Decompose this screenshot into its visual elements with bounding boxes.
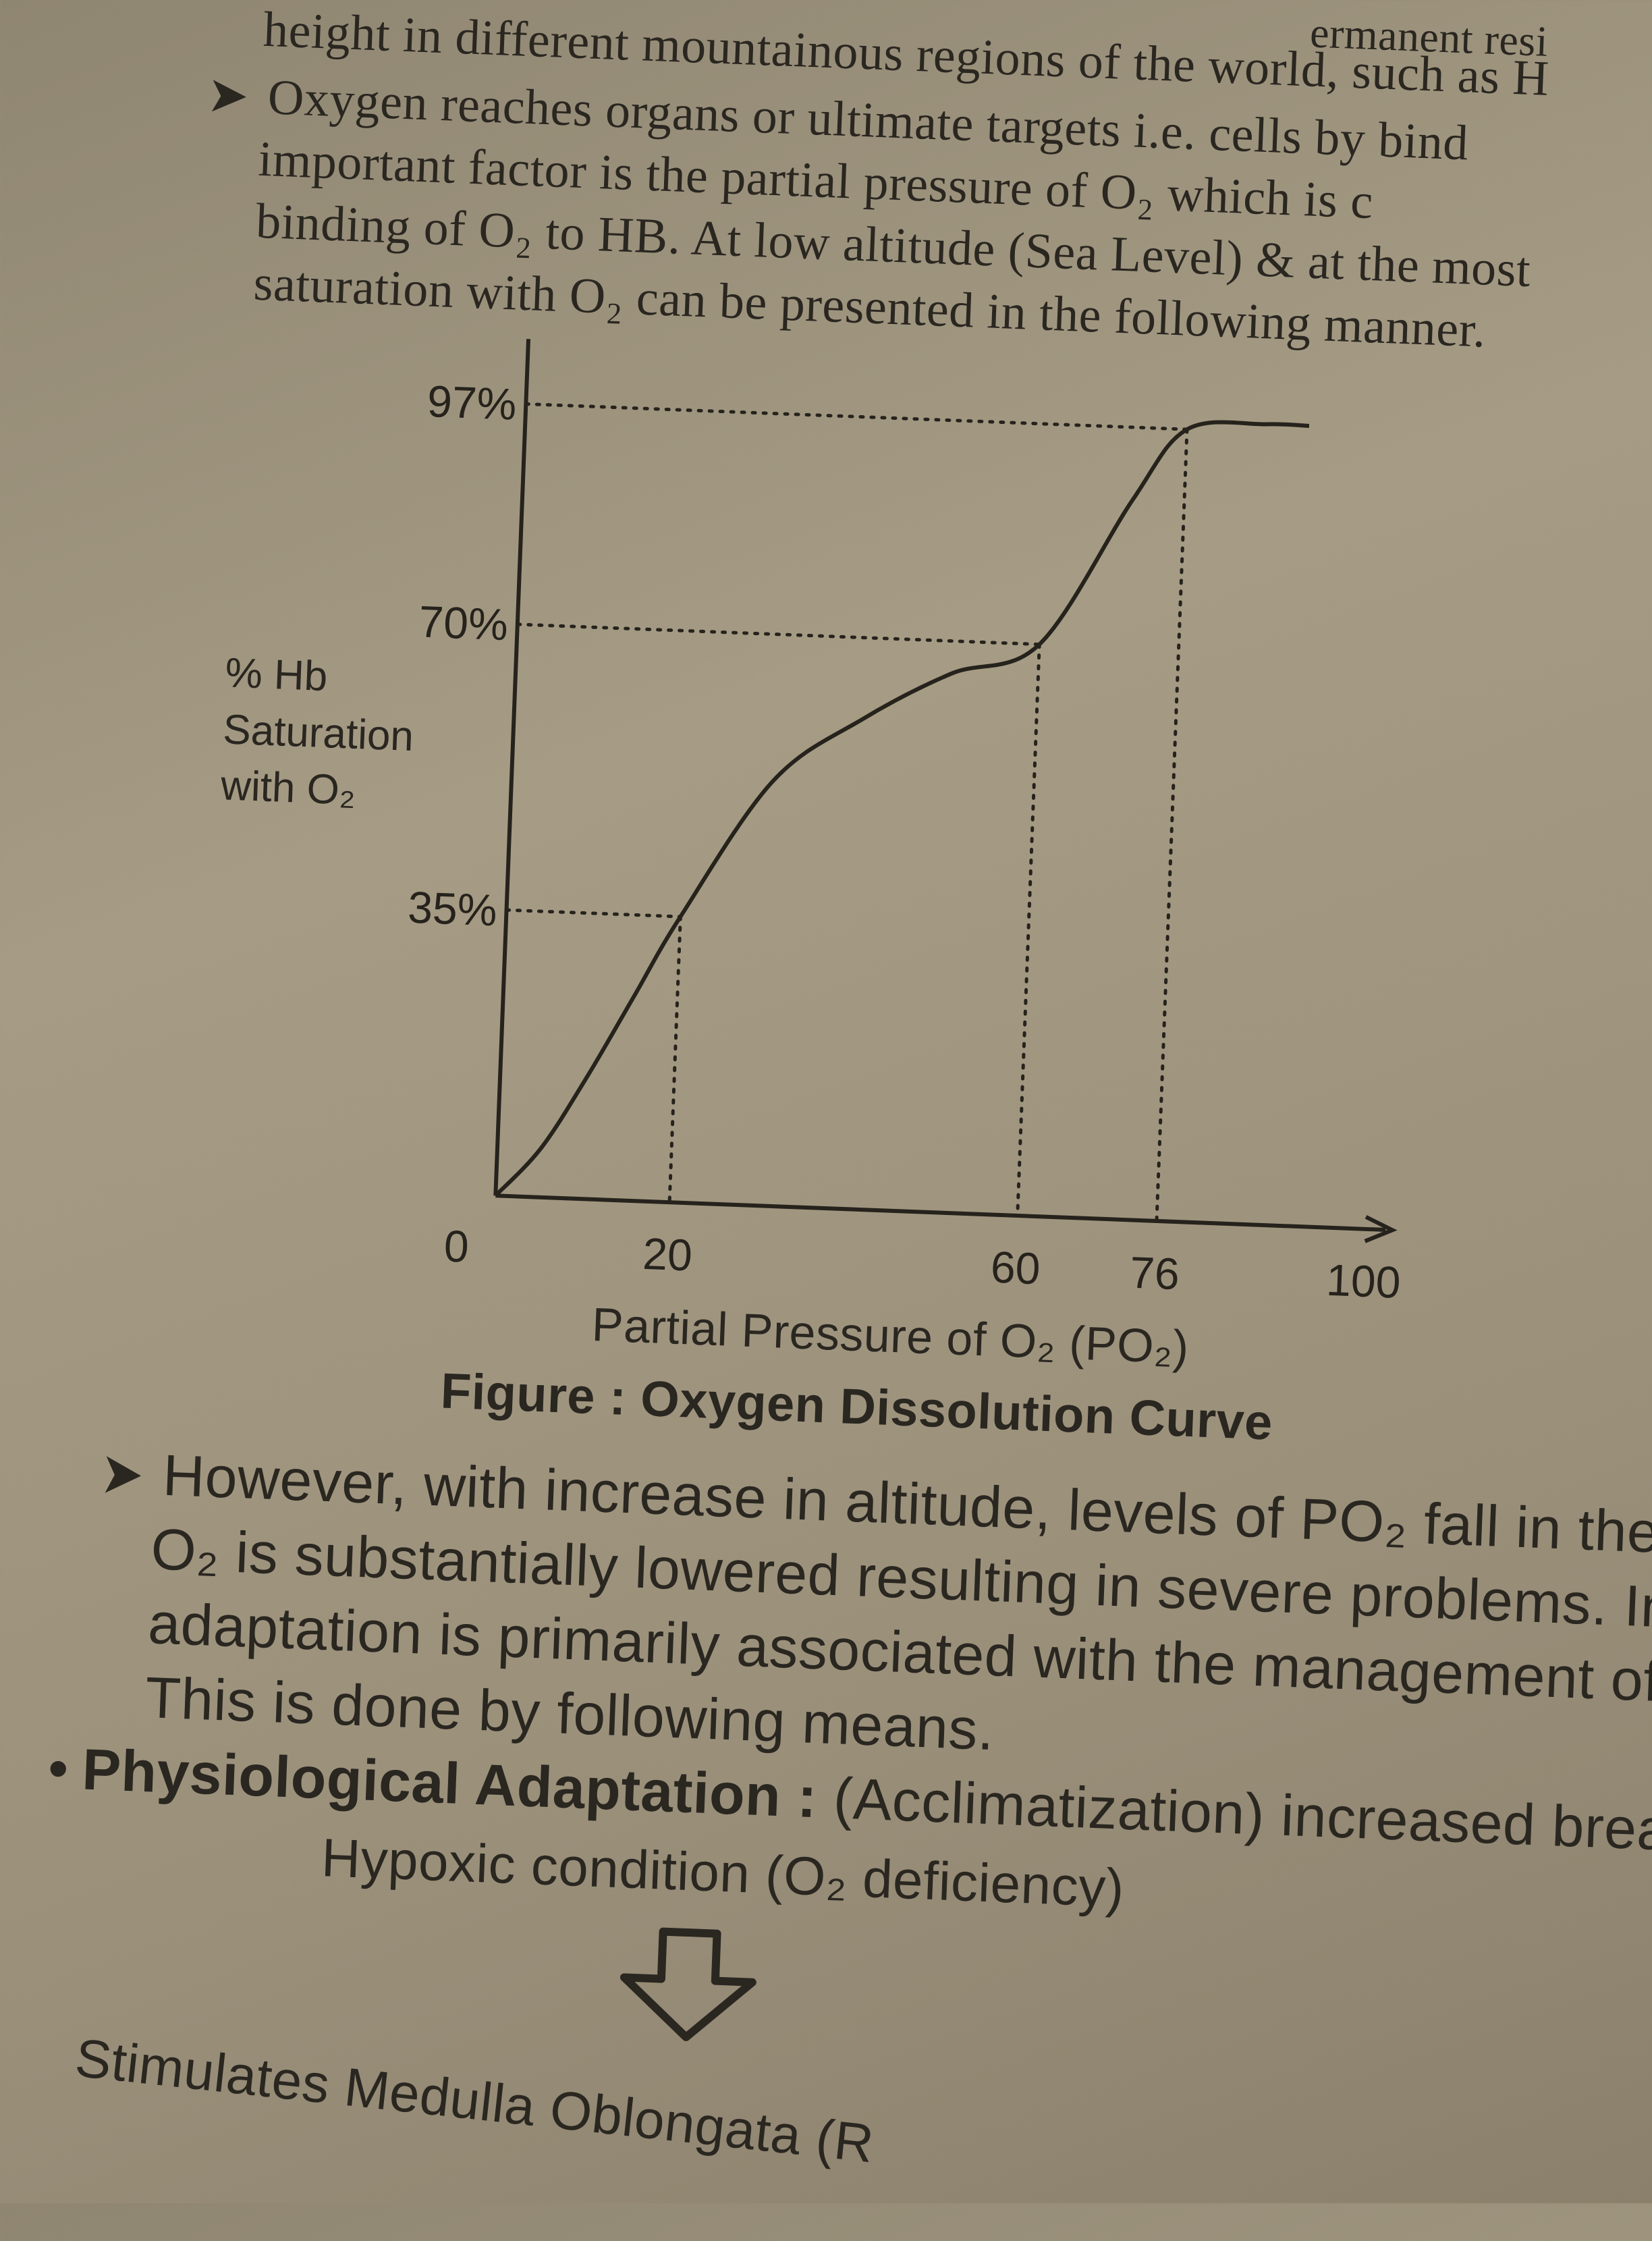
- y-axis-label-line-2: Saturation: [222, 706, 415, 760]
- x-axis-arrowhead: [1364, 1215, 1398, 1243]
- down-arrow-icon: [620, 1927, 756, 2042]
- reference-dotted-line-h-3: [524, 402, 1189, 431]
- reference-dotted-line-v-1: [667, 915, 682, 1204]
- oxygen-dissolution-figure: 35% 70% 97% 0 20 60 76 100 % Hb Saturation with…: [157, 293, 1479, 1458]
- y-tick-label: 97%: [426, 376, 518, 429]
- y-axis-label: % Hb Saturation with O₂: [220, 645, 417, 821]
- y-axis-label-line-3: with O₂: [219, 762, 357, 815]
- y-axis-line: [493, 305, 532, 1196]
- y-tick-label: 70%: [418, 596, 509, 649]
- y-tick-label: 35%: [407, 882, 498, 936]
- x-tick-label: 0: [443, 1220, 470, 1271]
- x-tick-label: 20: [642, 1228, 693, 1280]
- x-tick-label: 60: [990, 1242, 1041, 1294]
- x-tick-label: 76: [1129, 1247, 1180, 1299]
- physiological-adaptation-line: • Physiological Adaptation : (Acclimatiza…: [47, 1735, 1652, 1868]
- arrow-bullet-icon: ➤: [99, 1440, 146, 1507]
- saturation-curve-line: [494, 420, 1310, 1197]
- oxygen-dissolution-chart: 35% 70% 97% 0 20 60 76 100: [407, 293, 1402, 1307]
- stimulates-medulla-line: Stimulates Medulla Oblongata (R: [72, 2027, 877, 2174]
- hypoxic-condition-line: Hypoxic condition (O₂ deficiency): [320, 1827, 1126, 1918]
- dot-bullet-icon: •: [47, 1735, 70, 1802]
- reference-dotted-line-h-2: [516, 622, 1041, 647]
- y-axis-label-line-1: % Hb: [224, 649, 329, 701]
- reference-dotted-line-v-3: [1155, 427, 1189, 1223]
- reference-dotted-line-h-1: [505, 908, 682, 919]
- reference-dotted-line-v-2: [1016, 643, 1041, 1218]
- x-axis-line: [495, 1193, 1386, 1232]
- x-tick-label: 100: [1325, 1255, 1402, 1307]
- arrow-bullet-icon: ➤: [205, 67, 250, 125]
